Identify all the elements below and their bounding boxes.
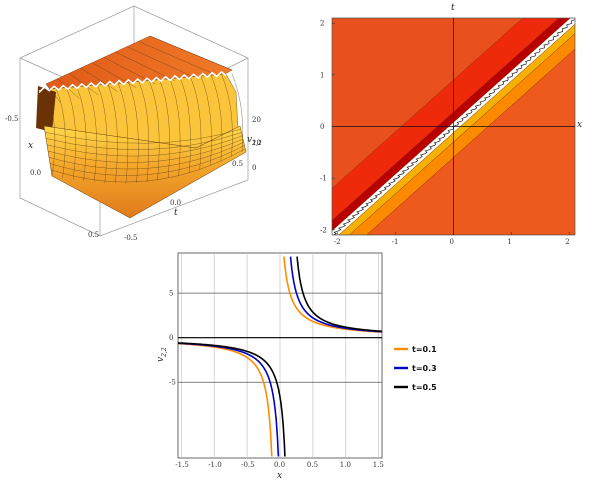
surface-x-tick: -0.5 [5,115,19,123]
mesh-line [107,84,118,184]
mesh-line [45,132,242,150]
mesh-line [180,78,191,173]
legend-label: t=0.1 [412,345,437,354]
line-x-label: x [277,471,282,481]
mesh-line [149,35,233,71]
contour-band [366,48,575,235]
mesh-line [128,82,139,184]
contour-panel: -2 -1 0 1 2 -2 -1 0 1 2 t x [320,3,582,246]
surface-panel: -0.5 0.0 0.5 x -0.5 0.0 0.5 t 20 10 0 v2… [5,5,262,242]
surface-t-label: t [174,208,178,218]
ridge-edge [39,70,227,94]
surface-x-tick: 0.5 [88,231,99,239]
contour-x-tick-label: 1 [507,238,511,246]
surface-x-tick: 0.0 [30,169,41,177]
line-series [177,256,382,457]
x-tick-label: -1.0 [208,461,222,469]
mesh-line [231,73,244,153]
x-tick-label: 0.0 [274,461,285,469]
line-legend: t=0.1 t=0.3 t=0.5 [394,345,437,392]
contour-band [349,33,575,235]
mesh-line [48,142,244,170]
x-tick-label: 1.0 [340,461,351,469]
contour-x-tick-label: 0 [450,238,454,246]
mesh-line [200,76,212,166]
mesh-line [221,74,233,157]
contour-x-tick-label: -2 [334,238,341,246]
contour-t-tick-label: -2 [320,226,327,234]
series-line [178,342,286,457]
x-tick-label: -0.5 [241,461,255,469]
mesh-line [46,135,243,157]
contour-band [338,23,575,235]
mesh-line [56,89,66,178]
contour-t-tick-label: 0 [320,123,324,131]
mesh-line [49,145,245,176]
contour-axes: -2 -1 0 1 2 -2 -1 0 1 2 [320,18,575,246]
x-tick-label: -1.5 [175,461,189,469]
mesh-line [66,88,76,180]
contour-x-tick-label: 2 [565,238,569,246]
mesh-line [69,73,99,96]
mesh-line [211,75,223,161]
surface-t-tick: 0.0 [170,199,181,207]
contour-t-tick-label: 1 [320,71,324,79]
surface-v-label: v2,2 [247,135,262,147]
mesh-line [97,85,108,184]
surface-axis-ticks: -0.5 0.0 0.5 x -0.5 0.0 0.5 t 20 10 0 v2… [5,115,262,242]
contour-t-tick-label: 2 [320,20,324,28]
contour-bands [332,18,575,235]
mesh-line [76,87,87,182]
series-line [296,256,382,333]
surface-v-tick: 0 [252,164,256,172]
y-tick-label: 0 [169,334,173,342]
x-tick-label: 1.5 [373,461,384,469]
legend-label: t=0.3 [412,364,437,373]
mesh-line [92,62,137,88]
mesh-line [118,83,129,184]
mesh-line [80,67,118,92]
mesh-line [50,148,246,183]
contour-t-label: t [451,3,455,13]
contour-x-label: x [577,120,582,130]
contour-x-tick-label: -1 [392,238,399,246]
mesh-line [47,138,244,163]
line-y-label: v2,2 [156,347,168,362]
mesh-line [190,77,202,169]
surface-t-tick: 0.5 [232,160,243,168]
line-panel: -1.5 -1.0 -0.5 0.0 0.5 1.0 1.5 5 0 -5 x v2,2 t=0.… [156,252,437,481]
line-grid [178,253,382,458]
mesh-line [159,80,170,179]
mesh-line [115,51,175,81]
x-tick-label: 0.5 [307,461,318,469]
mesh-line [126,46,194,78]
surface-v-tick: 20 [252,116,261,124]
surface-mesh [39,35,246,184]
surface-shadow [36,86,56,132]
surface-t-tick: -0.5 [124,234,138,242]
line-ticks: -1.5 -1.0 -0.5 0.0 0.5 1.0 1.5 5 0 -5 [169,290,384,469]
mesh-line [103,57,156,85]
mesh-line [138,41,213,74]
contour-t-tick-label: -1 [320,175,327,183]
mesh-line [45,83,61,103]
mesh-line [149,81,160,181]
surface-v-tick: 10 [252,139,261,147]
y-tick-label: -5 [169,379,176,387]
y-tick-label: 5 [169,290,173,298]
mesh-line [87,86,97,183]
legend-label: t=0.5 [412,383,437,392]
mesh-line [45,89,56,177]
mesh-line [44,129,241,144]
surface-x-label: x [28,141,33,151]
mesh-line [169,79,181,176]
